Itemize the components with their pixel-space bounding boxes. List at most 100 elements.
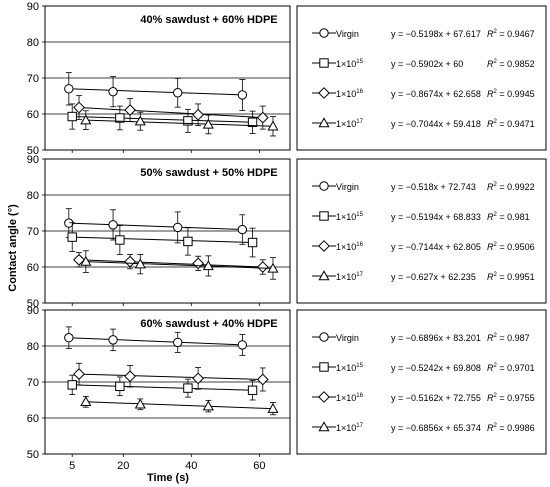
y-tick-label: 90	[27, 154, 39, 166]
legend: Virgin y = −0.518x + 72.743 R2 = 0.9922 1×1…	[296, 158, 547, 304]
data-point	[192, 108, 205, 121]
data-point	[256, 261, 269, 273]
trend-line	[79, 259, 263, 268]
panel-1: 50 60 70 80 90 40% sawdust + 60% HDPE Virgin y …	[27, 1, 547, 157]
trend-line	[68, 222, 243, 231]
data-point	[134, 115, 146, 126]
data-point	[67, 111, 77, 122]
legend-r2: R2 = 0.9506	[487, 242, 535, 252]
trend-line	[79, 373, 263, 380]
trend-line	[68, 88, 243, 96]
legend-equation: y = −0.518x + 72.743	[391, 182, 476, 192]
series-2	[67, 374, 258, 401]
data-point	[256, 373, 269, 386]
data-point	[115, 113, 125, 123]
y-tick-label: 50	[27, 298, 39, 310]
data-point	[183, 383, 193, 393]
data-point	[173, 222, 183, 233]
y-tick-label: 90	[27, 305, 39, 317]
data-point	[80, 396, 92, 406]
x-tick-label: 20	[117, 460, 129, 472]
series-4	[80, 110, 279, 137]
legend-r2: R2 = 0.9755	[487, 393, 535, 403]
legend-marker	[318, 87, 330, 99]
data-point	[237, 340, 248, 350]
legend-label: 1×1016	[336, 393, 364, 403]
trend-line	[72, 384, 253, 391]
legend-marker	[318, 270, 330, 281]
legend: Virgin y = −0.6896x + 83.201 R2 = 0.987 1×1…	[296, 309, 547, 455]
data-point	[80, 114, 92, 125]
y-axis-label: Contact angle (°)	[7, 204, 19, 292]
series-1	[64, 208, 248, 245]
panel-title: 50% sawdust + 50% HDPE	[140, 167, 277, 179]
trend-line	[85, 119, 274, 127]
series-1	[64, 72, 248, 111]
legend: Virgin y = −0.5198x + 67.617 R2 = 0.9467 1×…	[296, 5, 547, 151]
data-point	[73, 253, 85, 266]
plot-area	[44, 5, 291, 151]
y-tick-label: 50	[27, 449, 39, 461]
plot-area	[44, 309, 291, 455]
legend-label: 1×1017	[336, 119, 364, 129]
y-tick-label: 70	[27, 226, 39, 238]
data-point	[192, 372, 205, 385]
data-point	[202, 400, 214, 411]
data-point	[124, 104, 136, 116]
legend-equation: y = −0.5902x + 60	[391, 59, 463, 69]
legend-box	[296, 158, 547, 304]
data-point	[124, 255, 136, 268]
data-point	[173, 88, 183, 98]
data-point	[202, 118, 214, 129]
legend-marker	[319, 58, 329, 68]
plot-area	[44, 158, 291, 304]
y-tick-label: 70	[27, 73, 39, 85]
data-point	[237, 224, 248, 235]
y-tick-label: 70	[27, 377, 39, 389]
data-point	[108, 86, 118, 97]
data-point	[173, 337, 183, 348]
legend-label: 1×1015	[336, 363, 364, 373]
data-point	[247, 117, 258, 127]
trend-line	[72, 236, 253, 244]
legend-r2: R2 = 0.981	[487, 212, 530, 222]
legend-label: Virgin	[336, 29, 359, 39]
panel-3: 50 60 70 80 90 5 20 40 60 60% sawdust + 40% HDPE V…	[27, 305, 547, 472]
legend-equation: y = −0.627x + 62.235	[391, 272, 476, 282]
data-point	[73, 368, 85, 380]
data-point	[108, 220, 118, 230]
y-tick-label: 60	[27, 109, 39, 121]
data-point	[256, 111, 269, 124]
data-point	[64, 84, 74, 94]
legend-marker	[319, 332, 329, 342]
legend-marker	[319, 211, 329, 221]
data-point	[247, 385, 258, 395]
legend-r2: R2 = 0.9467	[487, 29, 535, 39]
data-point	[247, 237, 258, 248]
panel-title: 40% sawdust + 60% HDPE	[140, 14, 277, 26]
legend-label: 1×1017	[336, 423, 364, 433]
legend-r2: R2 = 0.9951	[487, 272, 535, 282]
data-point	[267, 402, 279, 413]
legend-equation: y = −0.6896x + 83.201	[391, 333, 481, 343]
legend-equation: y = −0.6856x + 65.374	[391, 423, 481, 433]
data-point	[134, 258, 146, 269]
legend-label: 1×1016	[336, 242, 364, 252]
legend-marker	[319, 28, 329, 38]
legend-equation: y = −0.5242x + 69.808	[391, 363, 481, 373]
data-point	[80, 255, 92, 266]
series-3	[73, 95, 269, 130]
legend-r2: R2 = 0.9945	[487, 89, 535, 99]
data-point	[183, 236, 193, 247]
x-tick-label: 60	[253, 460, 265, 472]
series-4	[80, 395, 279, 416]
legend-marker	[318, 117, 330, 128]
y-tick-label: 50	[27, 145, 39, 157]
data-point	[124, 370, 136, 383]
legend-box	[296, 5, 547, 151]
data-point	[67, 380, 77, 390]
series-2	[67, 222, 258, 258]
data-point	[115, 235, 125, 245]
series-3	[73, 252, 269, 275]
y-tick-label: 90	[27, 1, 39, 13]
